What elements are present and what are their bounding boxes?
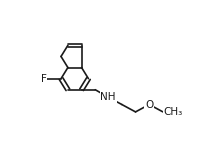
Text: F: F xyxy=(41,74,46,84)
Text: CH₃: CH₃ xyxy=(164,107,183,117)
Text: O: O xyxy=(145,100,153,109)
Text: NH: NH xyxy=(100,92,116,102)
